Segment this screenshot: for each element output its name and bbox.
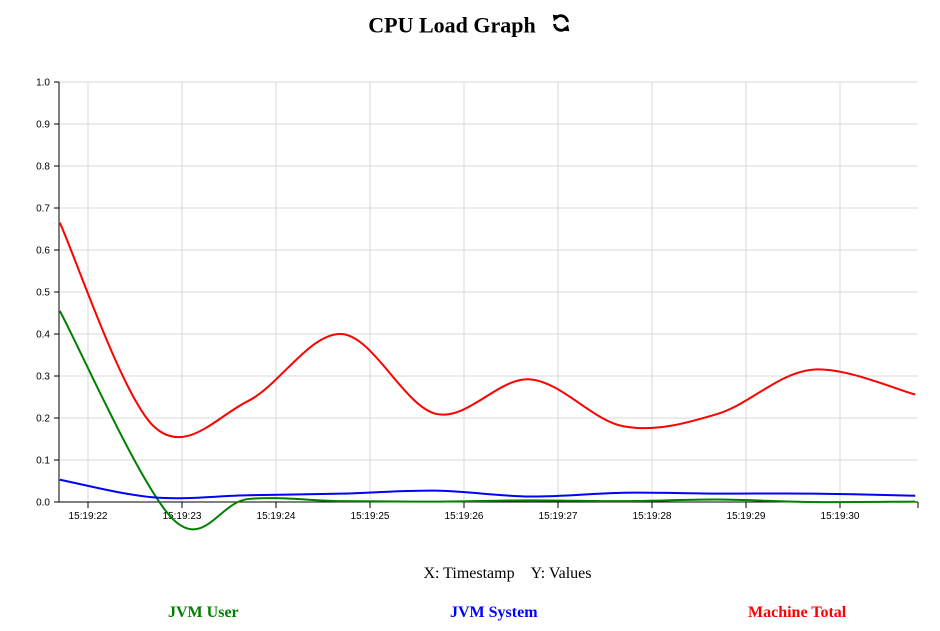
legend-jvm-system[interactable]: JVM System (450, 604, 538, 622)
page-title: CPU Load Graph (368, 12, 536, 38)
y-tick-label: 0.0 (36, 498, 50, 509)
x-tick-label: 15:19:23 (163, 511, 202, 522)
y-tick-label: 0.9 (36, 120, 50, 131)
y-tick-label: 0.2 (36, 414, 50, 425)
x-tick-label: 15:19:27 (539, 511, 578, 522)
series-line-jvm-user (58, 310, 916, 531)
y-tick-label: 0.5 (36, 288, 50, 299)
legend-jvm-user[interactable]: JVM User (168, 604, 239, 622)
x-tick-label: 15:19:28 (633, 511, 672, 522)
y-tick-label: 0.7 (36, 204, 50, 215)
legend-label: JVM System (450, 604, 538, 621)
series-line-machine-total (58, 222, 916, 439)
x-axis-note: X: Timestamp (423, 565, 515, 582)
axis-note: X: Timestamp Y: Values (0, 565, 940, 583)
series-lines (58, 222, 916, 531)
legend-machine-total[interactable]: Machine Total (748, 604, 846, 622)
series-line-jvm-system (59, 478, 916, 500)
title-row: CPU Load Graph (0, 12, 940, 39)
y-tick-label: 0.1 (36, 456, 50, 467)
legend-label: Machine Total (748, 604, 847, 621)
refresh-icon[interactable] (550, 12, 572, 39)
x-tick-label: 15:19:25 (351, 511, 390, 522)
axes: 0.0 0.1 0.2 0.3 0.4 0.5 0.6 0.7 0.8 0.9 1.0 15:19:2… (36, 78, 919, 522)
x-tick-label: 15:19:30 (821, 511, 860, 522)
y-tick-label: 0.3 (36, 372, 50, 383)
x-tick-label: 15:19:22 (69, 511, 108, 522)
y-tick-label: 0.8 (36, 162, 50, 173)
grid (59, 81, 918, 503)
y-axis-note: Y: Values (530, 565, 592, 582)
cpu-load-chart: 0.0 0.1 0.2 0.3 0.4 0.5 0.6 0.7 0.8 0.9 1.0 15:19:2… (36, 78, 919, 531)
x-tick-label: 15:19:29 (727, 511, 766, 522)
x-tick-label: 15:19:24 (257, 511, 296, 522)
y-tick-label: 0.6 (36, 246, 50, 257)
y-tick-label: 0.4 (36, 330, 50, 341)
x-tick-label: 15:19:26 (445, 511, 484, 522)
refresh-icon-glyph (552, 14, 569, 32)
legend-label: JVM User (168, 604, 239, 621)
y-tick-label: 1.0 (36, 78, 50, 89)
